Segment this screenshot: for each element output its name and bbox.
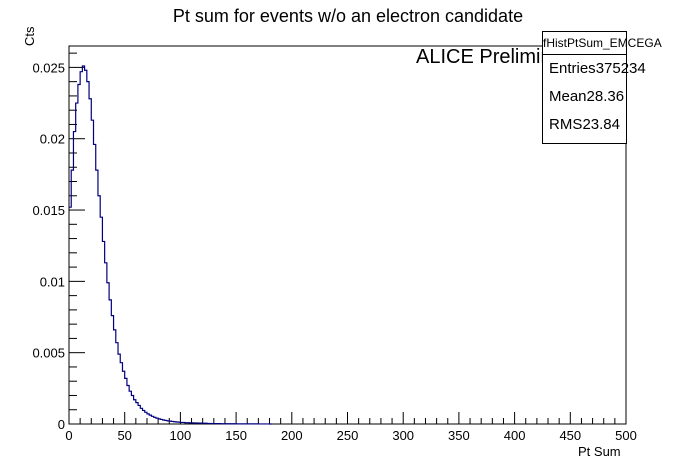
stats-row-rms: RMS 23.84 xyxy=(543,111,626,139)
x-tick-label: 100 xyxy=(170,428,192,443)
stats-value: 375234 xyxy=(596,55,646,83)
y-tick-label: 0.025 xyxy=(32,60,65,75)
x-tick-label: 200 xyxy=(281,428,303,443)
x-tick-label: 0 xyxy=(65,428,72,443)
x-tick-label: 400 xyxy=(504,428,526,443)
stats-box-name: fHistPtSum_EMCEGA xyxy=(543,32,626,55)
histogram-line xyxy=(69,66,272,424)
y-tick-label: 0.005 xyxy=(32,346,65,361)
y-axis-label: Cts xyxy=(22,27,37,47)
y-tick-label: 0.015 xyxy=(32,203,65,218)
x-tick-label: 150 xyxy=(225,428,247,443)
stats-box: fHistPtSum_EMCEGA Entries 375234 Mean 28… xyxy=(542,31,627,144)
x-axis-label: Pt Sum xyxy=(578,444,621,459)
y-tick-label: 0 xyxy=(58,417,65,432)
stats-row-mean: Mean 28.36 xyxy=(543,83,626,111)
stats-label: Entries xyxy=(549,55,596,83)
x-tick-label: 250 xyxy=(337,428,359,443)
stats-value: 28.36 xyxy=(587,83,625,111)
y-tick-label: 0.02 xyxy=(40,132,65,147)
x-tick-label: 50 xyxy=(117,428,131,443)
stats-row-entries: Entries 375234 xyxy=(543,55,626,83)
stats-label: RMS xyxy=(549,111,582,139)
chart-title: Pt sum for events w/o an electron candid… xyxy=(0,6,696,27)
stats-value: 23.84 xyxy=(582,111,620,139)
x-tick-label: 300 xyxy=(392,428,414,443)
stats-label: Mean xyxy=(549,83,587,111)
x-tick-label: 350 xyxy=(448,428,470,443)
y-axis: 0 0.005 0.01 0.015 0.02 0.025 xyxy=(32,53,85,432)
y-tick-label: 0.01 xyxy=(40,274,65,289)
x-tick-label: 450 xyxy=(559,428,581,443)
x-tick-label: 500 xyxy=(615,428,637,443)
